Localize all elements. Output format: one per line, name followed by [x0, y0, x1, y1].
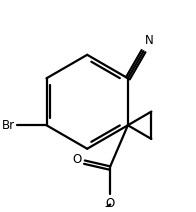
Text: N: N	[144, 34, 153, 47]
Text: O: O	[73, 153, 82, 166]
Text: O: O	[106, 197, 115, 210]
Text: Br: Br	[2, 119, 15, 132]
